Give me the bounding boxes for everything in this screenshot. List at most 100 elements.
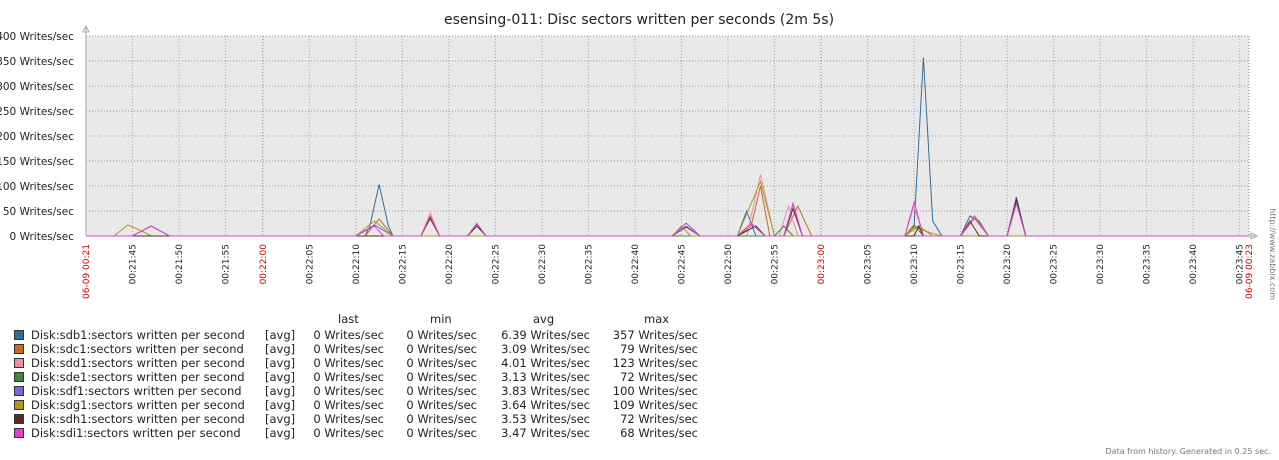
x-tick-label: 00:21:50 (175, 244, 185, 285)
legend-min: 0 Writes/sec (406, 356, 477, 370)
legend-min: 0 Writes/sec (406, 426, 477, 440)
legend-func: [avg] (265, 328, 296, 342)
legend-last: 0 Writes/sec (313, 412, 384, 426)
x-tick-label: 00:22:25 (491, 244, 501, 284)
legend-swatch (14, 344, 24, 354)
legend-min: 0 Writes/sec (406, 412, 477, 426)
x-tick-label: 00:22:10 (352, 244, 362, 285)
legend-row: Disk:sdi1:sectors written per second [avg… (0, 426, 720, 440)
legend-min: 0 Writes/sec (406, 384, 477, 398)
x-tick-label: 00:23:05 (864, 244, 874, 284)
x-tick-label: 06-09 00:21 (82, 244, 92, 299)
legend-max: 109 Writes/sec (612, 398, 698, 412)
legend-name: Disk:sdg1:sectors written per second (31, 398, 245, 412)
x-tick-label: 00:22:40 (631, 244, 641, 285)
legend-row: Disk:sdd1:sectors written per second [avg… (0, 356, 720, 370)
legend-last: 0 Writes/sec (313, 356, 384, 370)
legend-func: [avg] (265, 384, 296, 398)
legend-last: 0 Writes/sec (313, 328, 384, 342)
x-tick-label: 00:23:45 (1236, 244, 1246, 284)
y-tick-label: 50 Writes/sec (3, 206, 74, 218)
legend-max: 100 Writes/sec (612, 384, 698, 398)
legend-name: Disk:sdd1:sectors written per second (31, 356, 245, 370)
legend-min: 0 Writes/sec (406, 370, 477, 384)
chart-title: esensing-011: Disc sectors written per s… (444, 12, 834, 28)
y-tick-label: 300 Writes/sec (0, 81, 74, 93)
legend-avg: 3.47 Writes/sec (501, 426, 590, 440)
y-tick-label: 200 Writes/sec (0, 131, 74, 143)
legend-max: 68 Writes/sec (620, 426, 698, 440)
legend-header-max: max (644, 312, 670, 326)
legend-swatch (14, 414, 24, 424)
legend-max: 123 Writes/sec (612, 356, 698, 370)
y-tick-label: 100 Writes/sec (0, 181, 74, 193)
x-tick-label: 00:22:50 (724, 244, 734, 285)
x-tick-label: 00:23:15 (957, 244, 967, 284)
y-tick-label: 0 Writes/sec (10, 231, 75, 243)
legend-avg: 6.39 Writes/sec (501, 328, 590, 342)
x-tick-label: 00:23:30 (1096, 244, 1106, 285)
legend-avg: 3.53 Writes/sec (501, 412, 590, 426)
legend-last: 0 Writes/sec (313, 398, 384, 412)
legend-min: 0 Writes/sec (406, 342, 477, 356)
grid-lines (85, 35, 1250, 236)
legend-swatch (14, 400, 24, 410)
legend-last: 0 Writes/sec (313, 384, 384, 398)
x-axis-arrow (1250, 232, 1259, 240)
y-axis-arrow (82, 24, 90, 33)
legend-swatch (14, 330, 24, 340)
x-tick-label: 00:22:35 (584, 244, 594, 284)
series-lines (86, 57, 1249, 237)
x-tick-label: 00:23:25 (1050, 244, 1060, 284)
x-tick-label: 00:22:45 (677, 244, 687, 284)
x-tick-label: 00:21:45 (129, 244, 139, 284)
legend-func: [avg] (265, 426, 296, 440)
x-tick-label: 00:21:55 (222, 244, 232, 284)
legend-row: Disk:sde1:sectors written per second [avg… (0, 370, 720, 384)
legend-name: Disk:sdh1:sectors written per second (31, 412, 245, 426)
legend-func: [avg] (265, 370, 296, 384)
legend-min: 0 Writes/sec (406, 328, 477, 342)
legend-avg: 3.13 Writes/sec (501, 370, 590, 384)
y-tick-label: 250 Writes/sec (0, 106, 74, 118)
legend-func: [avg] (265, 412, 296, 426)
y-tick-labels: 0 Writes/sec 50 Writes/sec 100 Writes/sec 1… (0, 31, 74, 243)
legend-swatch (14, 386, 24, 396)
x-tick-label: 00:22:05 (305, 244, 315, 284)
legend-min: 0 Writes/sec (406, 398, 477, 412)
watermark-url: http://www.zabbix.com (1268, 208, 1277, 300)
legend-name: Disk:sdi1:sectors written per second (31, 426, 241, 440)
legend-func: [avg] (265, 398, 296, 412)
legend-header-min: min (430, 312, 452, 326)
legend-name: Disk:sdf1:sectors written per second (31, 384, 242, 398)
legend-name: Disk:sde1:sectors written per second (31, 370, 245, 384)
series-line-7 (86, 200, 1249, 237)
legend-swatch (14, 358, 24, 368)
legend-row: Disk:sdg1:sectors written per second [avg… (0, 398, 720, 412)
legend-max: 357 Writes/sec (612, 328, 698, 342)
legend-last: 0 Writes/sec (313, 342, 384, 356)
x-tick-labels: 06-09 00:21 00:21:45 00:21:50 00:21:55 00:22… (82, 244, 1255, 299)
legend-name: Disk:sdc1:sectors written per second (31, 342, 244, 356)
legend-row: Disk:sdb1:sectors written per second [avg… (0, 328, 720, 342)
legend-last: 0 Writes/sec (313, 370, 384, 384)
legend-avg: 3.83 Writes/sec (501, 384, 590, 398)
legend-avg: 4.01 Writes/sec (501, 356, 590, 370)
x-tick-label: 00:23:10 (910, 244, 920, 285)
legend-swatch (14, 372, 24, 382)
legend-func: [avg] (265, 356, 296, 370)
legend-max: 79 Writes/sec (620, 342, 698, 356)
x-tick-label: 00:22:00 (259, 244, 269, 285)
y-tick-label: 400 Writes/sec (0, 31, 74, 43)
x-tick-label: 00:23:20 (1003, 244, 1013, 285)
legend-avg: 3.64 Writes/sec (501, 398, 590, 412)
chart-area: esensing-011: Disc sectors written per s… (0, 12, 1259, 299)
footer-note: Data from history. Generated in 0.25 sec… (1105, 447, 1271, 456)
x-tick-label: 00:22:20 (445, 244, 455, 285)
x-tick-label: 00:22:55 (770, 244, 780, 284)
legend-swatch (14, 428, 24, 438)
legend-row: Disk:sdf1:sectors written per second [avg… (0, 384, 720, 398)
x-tick-label: 06-09 00:23 (1245, 244, 1255, 299)
y-tick-label: 150 Writes/sec (0, 156, 74, 168)
legend-header-avg: avg (533, 312, 555, 326)
